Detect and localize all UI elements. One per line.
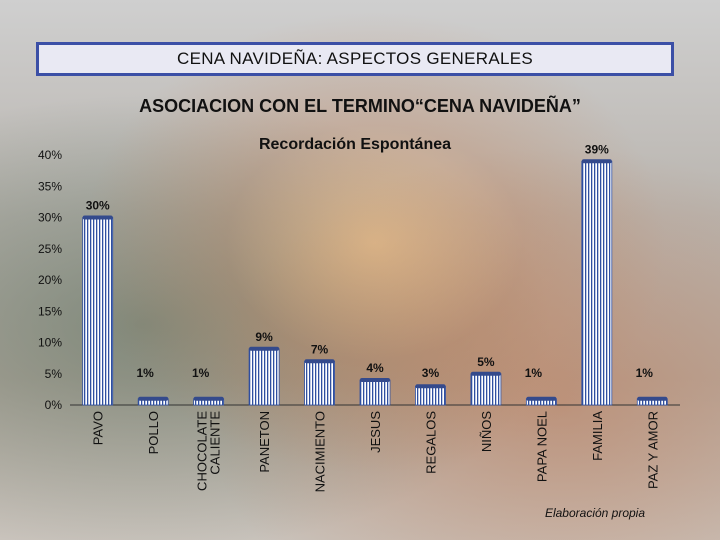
bar-cap — [470, 371, 501, 376]
data-label: 7% — [311, 342, 329, 356]
x-tick-label: POLLO — [146, 411, 161, 454]
chart-data-labels: 30% 1% 1% 9% 7% 4% 3% 5% 1% 39% 1% — [86, 142, 654, 380]
x-tick-label: JESUS — [368, 411, 383, 453]
bar — [82, 217, 114, 406]
bar-cap — [581, 159, 612, 164]
svg-text:PAPA NOEL: PAPA NOEL — [534, 411, 549, 482]
data-label: 5% — [477, 355, 495, 369]
y-tick-label: 20% — [38, 273, 62, 287]
y-tick-label: 0% — [45, 398, 63, 412]
bar — [581, 160, 613, 406]
data-label: 9% — [255, 330, 273, 344]
bar-cap — [193, 396, 224, 401]
x-tick-label: PAZ Y AMOR — [645, 411, 660, 489]
svg-text:PAZ Y AMOR: PAZ Y AMOR — [645, 411, 660, 489]
svg-text:POLLO: POLLO — [146, 411, 161, 454]
y-tick-label: 5% — [45, 367, 63, 381]
bar — [248, 348, 280, 406]
bar-cap — [526, 396, 557, 401]
x-tick-label: PAVO — [91, 411, 106, 445]
y-tick-label: 25% — [38, 242, 62, 256]
y-tick-label: 40% — [38, 148, 62, 162]
svg-text:PAVO: PAVO — [91, 411, 106, 445]
svg-text:NIÑOS: NIÑOS — [479, 411, 494, 453]
svg-text:PANETON: PANETON — [257, 411, 272, 473]
data-label: 1% — [137, 366, 155, 380]
x-tick-label: PANETON — [257, 411, 272, 473]
data-label: 1% — [192, 366, 210, 380]
data-label: 39% — [585, 142, 609, 156]
y-tick-label: 10% — [38, 336, 62, 350]
svg-text:CHOCOLATE: CHOCOLATE — [195, 411, 210, 491]
bar — [359, 379, 391, 406]
svg-text:CALIENTE: CALIENTE — [208, 411, 223, 475]
bar-cap — [304, 359, 335, 364]
x-tick-label: NIÑOS — [479, 411, 494, 453]
y-tick-label: 30% — [38, 211, 62, 225]
bar-cap — [637, 396, 668, 401]
x-tick-label: NACIMIENTO — [313, 411, 328, 492]
x-tick-label: FAMILIA — [590, 411, 605, 461]
credit-note: Elaboración propia — [544, 506, 646, 520]
data-label: 1% — [525, 366, 543, 380]
chart-bars — [82, 159, 668, 406]
chart-title: Recordación Espontánea — [259, 136, 451, 153]
bar — [304, 360, 335, 406]
y-tick-label: 15% — [38, 304, 62, 318]
chart-axes: 0% 5% 10% 15% 20% 25% 30% 35% 40% — [38, 148, 680, 412]
bar — [415, 385, 446, 406]
svg-text:REGALOS: REGALOS — [423, 411, 438, 474]
svg-text:FAMILIA: FAMILIA — [590, 411, 605, 461]
bar — [470, 373, 502, 406]
x-tick-label: REGALOS — [423, 411, 438, 474]
header-title-box: CENA NAVIDEÑA: ASPECTOS GENERALES — [36, 42, 674, 76]
header-title: CENA NAVIDEÑA: ASPECTOS GENERALES — [177, 49, 533, 68]
svg-text:JESUS: JESUS — [368, 411, 383, 453]
data-label: 3% — [422, 366, 440, 380]
bar-cap — [360, 378, 390, 382]
y-tick-label: 35% — [38, 179, 62, 193]
data-label: 1% — [636, 366, 654, 380]
page-subtitle: ASOCIACION CON EL TERMINO“CENA NAVIDEÑA” — [139, 96, 581, 116]
bar-cap — [415, 384, 446, 389]
data-label: 30% — [86, 199, 110, 213]
bar-cap — [82, 215, 113, 220]
data-label: 4% — [366, 361, 384, 375]
bar-cap — [138, 396, 169, 401]
x-tick-label: PAPA NOEL — [534, 411, 549, 482]
svg-text:NACIMIENTO: NACIMIENTO — [313, 411, 328, 492]
bar-cap — [249, 346, 280, 351]
